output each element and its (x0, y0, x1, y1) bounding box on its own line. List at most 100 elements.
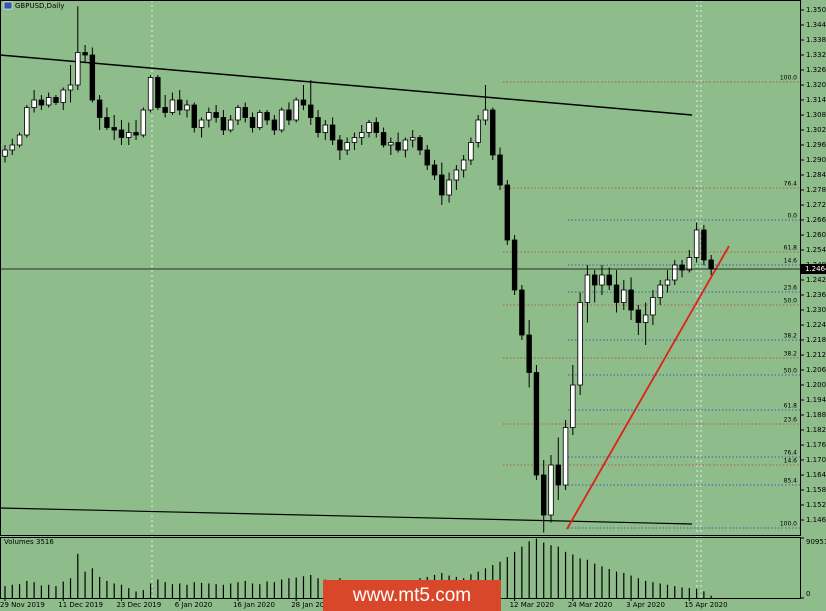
y-tick-label: 1.2360 (806, 291, 826, 299)
candle-body (286, 109, 292, 121)
trendline (0, 507, 693, 525)
candle-body (329, 124, 336, 141)
candle-body (206, 112, 212, 121)
x-tick-label: 15 Apr 2020 (684, 601, 727, 609)
y-tick-label: 1.1520 (806, 501, 826, 509)
x-tick-label: 6 Jan 2020 (175, 601, 213, 609)
candle-body (351, 137, 358, 143)
candle-body (417, 137, 423, 151)
candle-body (475, 119, 481, 143)
candle-body (169, 99, 176, 113)
candle-body (45, 97, 52, 106)
candle-body (315, 117, 321, 133)
y-tick-label: 1.2780 (806, 186, 826, 194)
fibo-label: 61.8 (784, 403, 798, 410)
y-tick-label: 1.3140 (806, 96, 826, 104)
candle-body (184, 104, 190, 111)
candle-body (220, 117, 227, 131)
candle-body (708, 259, 714, 270)
candle-body (155, 77, 161, 108)
candle-body (664, 279, 671, 286)
candle-body (482, 109, 489, 121)
fibo-label: 14.6 (784, 458, 798, 465)
candle-body (584, 274, 591, 303)
fibo-label: 14.6 (784, 258, 798, 265)
y-tick-label: 1.1940 (806, 396, 826, 404)
candle-body (591, 274, 598, 286)
volume-tick-label: 0 (806, 590, 810, 598)
candle-body (126, 132, 132, 138)
candle-body (468, 142, 474, 161)
candle-body (9, 144, 15, 151)
candle-body (133, 132, 139, 136)
candle-body (541, 474, 547, 516)
candle-body (424, 149, 430, 166)
y-tick-label: 1.2180 (806, 336, 826, 344)
watermark: www.mt5.com (352, 585, 471, 606)
candle-body (293, 99, 299, 121)
fibo-label: 23.6 (784, 285, 798, 292)
candle-body (198, 119, 205, 128)
candle-body (104, 117, 110, 128)
y-tick-label: 1.2420 (806, 276, 826, 284)
candle-body (533, 372, 540, 476)
candle-body (490, 109, 496, 156)
y-tick-label: 1.3380 (806, 36, 826, 44)
candle-body (264, 112, 270, 121)
symbol-icon (3, 1, 13, 10)
volume-title: Volumes (4, 538, 34, 546)
y-tick-label: 1.2600 (806, 231, 826, 239)
current-price-box (801, 264, 826, 274)
x-tick-label: 29 Nov 2019 (0, 601, 45, 609)
candle-body (140, 109, 147, 136)
candle-body (642, 314, 649, 323)
candle-body (402, 139, 409, 151)
candle-body (548, 464, 554, 516)
candle-body (635, 309, 642, 323)
candle-body (242, 107, 248, 118)
candle-body (373, 122, 379, 133)
candle-body (460, 159, 467, 171)
x-tick-label: 28 Jan 2020 (291, 601, 333, 609)
price-frame (0, 0, 801, 536)
candle-body (227, 119, 234, 131)
candle-body (606, 274, 612, 286)
y-tick-label: 1.2840 (806, 171, 826, 179)
y-tick-label: 1.2120 (806, 351, 826, 359)
candle-body (672, 264, 678, 281)
candle-body (409, 137, 416, 141)
candle-body (278, 109, 285, 131)
candle-body (613, 284, 620, 303)
y-tick-label: 1.1760 (806, 441, 826, 449)
y-tick-label: 1.2240 (806, 321, 826, 329)
y-tick-label: 1.3080 (806, 111, 826, 119)
fibo-label: 0.0 (787, 213, 797, 220)
trendline (566, 245, 730, 530)
candle-body (111, 127, 117, 131)
x-tick-label: 12 Mar 2020 (510, 601, 554, 609)
candle-body (147, 77, 154, 111)
x-tick-label: 16 Jan 2020 (233, 601, 275, 609)
fibo-label: 76.4 (784, 450, 798, 457)
fibo-label: 50.0 (784, 298, 798, 305)
candle-body (191, 104, 197, 128)
candle-body (344, 142, 350, 151)
y-tick-label: 1.1580 (806, 486, 826, 494)
candle-body (162, 107, 168, 113)
candle-body (555, 464, 561, 486)
candle-body (337, 139, 343, 151)
candle-body (38, 99, 45, 106)
y-tick-label: 1.2720 (806, 201, 826, 209)
trendline (0, 54, 693, 116)
candle-body (628, 289, 634, 311)
candle-body (118, 129, 125, 138)
candle-body (96, 99, 103, 118)
y-tick-label: 1.2900 (806, 156, 826, 164)
y-tick-label: 1.1820 (806, 426, 826, 434)
candle-body (570, 384, 576, 428)
candle-body (308, 104, 314, 118)
candle-body (75, 52, 81, 86)
candle-body (439, 174, 445, 196)
